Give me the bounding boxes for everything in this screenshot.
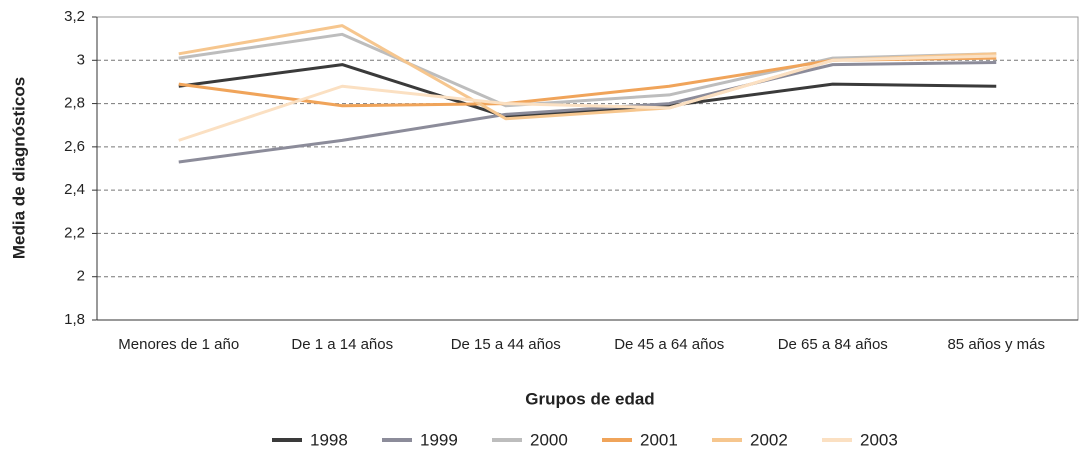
x-tick-label: De 1 a 14 años: [291, 336, 393, 353]
y-tick-label: 2,8: [64, 95, 85, 112]
legend-label: 2000: [530, 430, 568, 449]
legend-label: 1999: [420, 430, 458, 449]
legend-label: 2001: [640, 430, 678, 449]
y-tick-label: 2,4: [64, 181, 85, 198]
y-tick-label: 2,2: [64, 224, 85, 241]
series-line: [178, 63, 997, 119]
y-tick-label: 3: [77, 51, 85, 68]
y-tick-label: 2: [77, 268, 85, 285]
series-line: [178, 54, 997, 142]
x-tick-label: De 15 a 44 años: [451, 336, 561, 353]
y-tick-label: 1,8: [64, 311, 85, 328]
x-tick-label: De 65 a 84 años: [778, 336, 888, 353]
x-tick-label: 85 años y más: [947, 336, 1045, 353]
legend-label: 2003: [860, 430, 898, 449]
y-tick-label: 2,6: [64, 138, 85, 155]
x-axis-title: Grupos de edad: [525, 389, 654, 408]
x-tick-label: De 45 a 64 años: [614, 336, 724, 353]
series-line: [178, 60, 997, 164]
x-tick-label: Menores de 1 año: [118, 336, 239, 353]
y-axis-title: Media de diagnósticos: [9, 77, 28, 259]
series-line: [178, 32, 997, 108]
legend-label: 2002: [750, 430, 788, 449]
y-tick-label: 3,2: [64, 8, 85, 25]
legend-label: 1998: [310, 430, 348, 449]
